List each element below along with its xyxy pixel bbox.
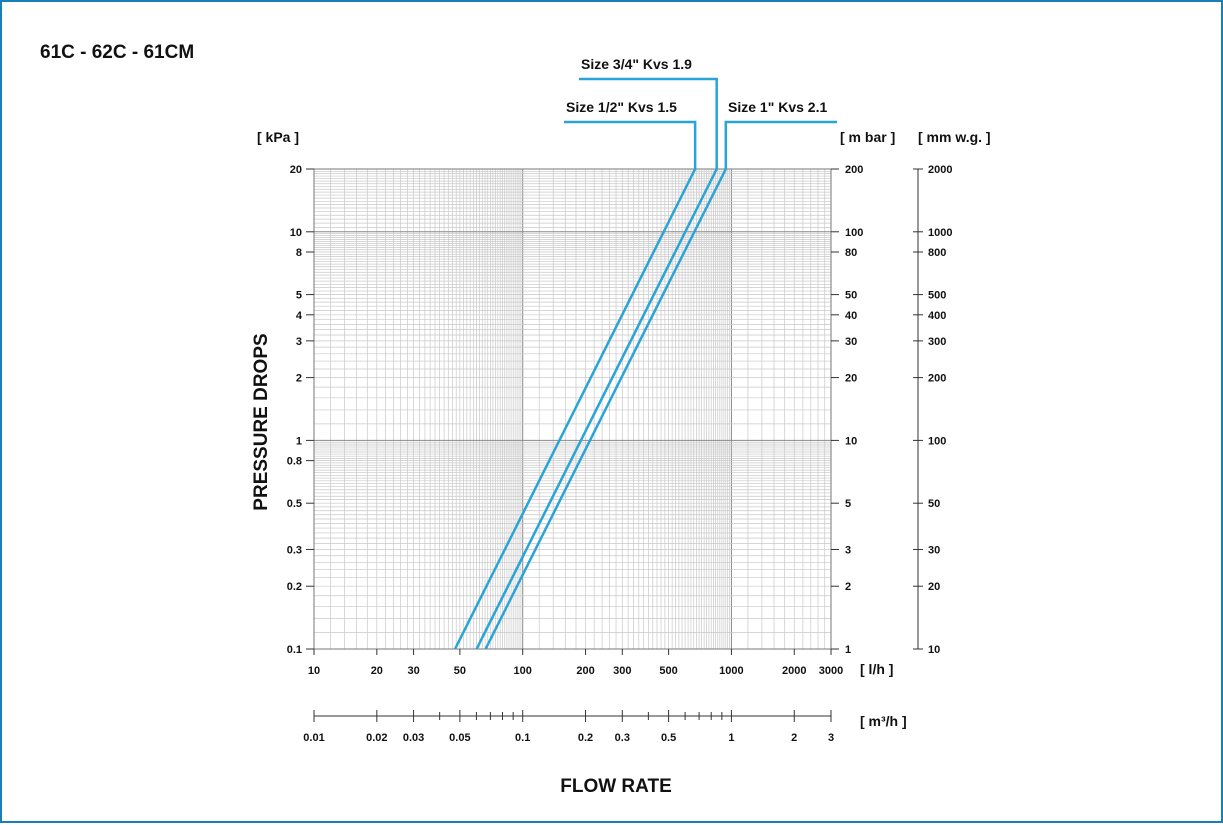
y-unit-kpa: [ kPa ]: [257, 129, 299, 145]
series-label: Size 1/2" Kvs 1.5: [566, 99, 677, 115]
y3-tick-label: 100: [928, 435, 946, 447]
y2-tick-label: 80: [845, 247, 857, 259]
y2-tick-label: 30: [845, 336, 857, 348]
series-label: Size 3/4" Kvs 1.9: [581, 56, 692, 72]
x-axis-title: FLOW RATE: [560, 776, 672, 797]
chart-grid: [313, 168, 832, 650]
y-tick-label: 0.1: [287, 644, 302, 656]
y3-tick-label: 800: [928, 247, 946, 259]
y2-tick-label: 5: [845, 498, 851, 510]
y2-tick-label: 2: [845, 581, 851, 593]
y2-tick-label: 40: [845, 310, 857, 322]
y3-tick-label: 500: [928, 290, 946, 302]
series-leader-line: [724, 120, 837, 169]
x2-tick-label: 0.03: [403, 732, 424, 744]
x2-tick-label: 1: [728, 732, 734, 744]
x2-tick-label: 0.5: [661, 732, 676, 744]
y-tick-label: 5: [296, 290, 302, 302]
y2-tick-label: 100: [845, 227, 863, 239]
x2-tick-label: 2: [791, 732, 797, 744]
y3-tick-label: 10: [928, 644, 940, 656]
x-tick-label: 50: [454, 665, 466, 677]
y3-tick-label: 1000: [928, 227, 952, 239]
y3-tick-label: 20: [928, 581, 940, 593]
x-tick-label: 2000: [782, 665, 806, 677]
x-tick-label: 100: [514, 665, 532, 677]
y2-unit-mbar: [ m bar ]: [840, 129, 895, 145]
y-tick-label: 10: [290, 227, 302, 239]
x-tick-label: 30: [407, 665, 419, 677]
x2-tick-label: 0.02: [366, 732, 387, 744]
plot-border: [313, 168, 832, 650]
y-tick-label: 0.8: [287, 456, 302, 468]
y-tick-label: 8: [296, 247, 302, 259]
y3-tick-label: 300: [928, 336, 946, 348]
series-lines: Size 1/2" Kvs 1.5 Size 3/4" Kvs 1.9 Size 1…: [453, 56, 837, 650]
y-tick-label: 20: [290, 164, 302, 176]
y-tick-label: 3: [296, 336, 302, 348]
y2-tick-label: 10: [845, 435, 857, 447]
chart-axes: 0.1 0.2 0.3 0.5 0.8 1 2 3 4 5 8 10 20 1 2 3 5 10 20 30 40 50 8…: [287, 164, 953, 744]
chart-title: 61C - 62C - 61CM: [40, 42, 194, 63]
x-tick-label: 3000: [819, 665, 843, 677]
x2-tick-label: 0.3: [615, 732, 630, 744]
y-tick-label: 0.3: [287, 544, 302, 556]
x2-tick-label: 0.1: [515, 732, 530, 744]
series-leader-line: [579, 77, 718, 169]
x2-unit-m3h: [ m³/h ]: [860, 713, 907, 729]
x2-tick-label: 0.01: [303, 732, 324, 744]
y2-tick-label: 50: [845, 290, 857, 302]
y3-tick-label: 400: [928, 310, 946, 322]
x-tick-label: 300: [613, 665, 631, 677]
x2-tick-label: 0.2: [578, 732, 593, 744]
y-axis-title: PRESSURE DROPS: [251, 333, 272, 510]
y2-tick-label: 3: [845, 544, 851, 556]
y-tick-label: 0.2: [287, 581, 302, 593]
series-line: [453, 168, 697, 650]
x-tick-label: 1000: [719, 665, 743, 677]
x-tick-label: 20: [371, 665, 383, 677]
chart-labels: 61C - 62C - 61CM PRESSURE DROPS FLOW RAT…: [40, 42, 991, 797]
y2-tick-label: 20: [845, 373, 857, 385]
series-leader-line: [564, 120, 697, 169]
y3-tick-label: 2000: [928, 164, 952, 176]
x-tick-label: 200: [576, 665, 594, 677]
x-unit-lh: [ l/h ]: [860, 661, 893, 677]
y-tick-label: 4: [296, 310, 303, 322]
y2-tick-label: 1: [845, 644, 851, 656]
x-tick-label: 10: [308, 665, 320, 677]
x2-tick-label: 0.05: [449, 732, 470, 744]
y3-unit-mmwg: [ mm w.g. ]: [918, 129, 991, 145]
series-line: [475, 168, 718, 650]
y2-tick-label: 200: [845, 164, 863, 176]
x2-tick-label: 3: [828, 732, 834, 744]
y3-tick-label: 30: [928, 544, 940, 556]
series-label: Size 1" Kvs 2.1: [728, 99, 827, 115]
y-tick-label: 1: [296, 435, 302, 447]
x-tick-label: 500: [659, 665, 677, 677]
y-tick-label: 0.5: [287, 498, 302, 510]
y3-tick-label: 200: [928, 373, 946, 385]
y-tick-label: 2: [296, 373, 302, 385]
series-line: [484, 168, 727, 650]
y3-tick-label: 50: [928, 498, 940, 510]
